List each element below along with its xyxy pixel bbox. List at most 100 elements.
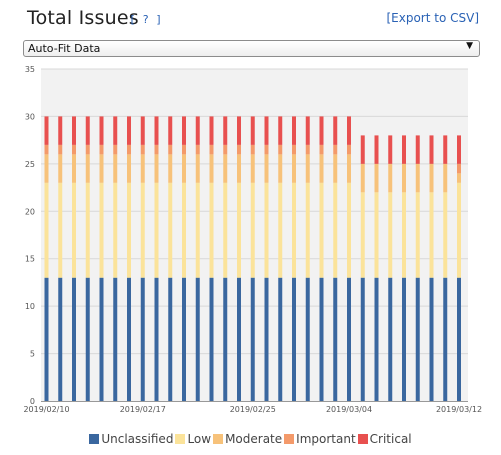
bar-segment-critical [429, 135, 434, 164]
y-tick-label: 5 [30, 350, 35, 359]
bar-segment-unclassified [415, 277, 420, 401]
bar-segment-moderate [250, 154, 255, 183]
legend-swatch [213, 434, 224, 444]
x-tick-label: 2019/02/10 [23, 405, 69, 414]
bar-segment-critical [264, 116, 269, 145]
legend-swatch [175, 434, 186, 444]
bar-segment-low [264, 182, 269, 278]
bar-segment-unclassified [168, 277, 173, 401]
bar-segment-moderate [415, 163, 420, 193]
bar-segment-moderate [99, 154, 104, 183]
bar-segment-moderate [58, 154, 63, 183]
bar-segment-unclassified [443, 277, 448, 401]
bar-segment-unclassified [319, 277, 324, 401]
bar-segment-important [347, 144, 351, 155]
x-tick-label: 2019/02/25 [230, 405, 276, 414]
bar-segment-critical [443, 135, 448, 164]
bar-segment-critical [182, 116, 186, 145]
bar-segment-unclassified [374, 277, 379, 401]
bar-segment-unclassified [113, 277, 118, 401]
bar-segment-critical [168, 116, 173, 145]
legend-item-important[interactable]: Important [284, 432, 356, 446]
bar-segment-critical [333, 116, 338, 145]
bar-segment-important [127, 144, 131, 155]
bar-segment-low [360, 192, 365, 278]
bar-segment-important [140, 144, 145, 155]
bar-segment-important [44, 144, 49, 155]
bar-segment-critical [99, 116, 104, 145]
bar-segment-low [250, 182, 255, 278]
bar-segment-unclassified [402, 277, 406, 401]
legend-item-low[interactable]: Low [175, 432, 211, 446]
legend-item-moderate[interactable]: Moderate [213, 432, 282, 446]
bar-segment-critical [457, 135, 461, 164]
bar-segment-critical [209, 116, 214, 145]
bar-segment-important [154, 144, 159, 155]
bar-segment-critical [374, 135, 379, 164]
y-tick-label: 10 [25, 302, 35, 311]
bar-segment-unclassified [429, 277, 434, 401]
bar-segment-low [44, 182, 49, 278]
bar-segment-low [127, 182, 131, 278]
bar-segment-low [347, 182, 351, 278]
bar-segment-moderate [360, 163, 365, 193]
bar-segment-low [415, 192, 420, 278]
bar-segment-critical [113, 116, 118, 145]
bar-segment-moderate [333, 154, 338, 183]
y-tick-label: 30 [25, 112, 35, 121]
bar-segment-important [58, 144, 63, 155]
bar-segment-critical [127, 116, 131, 145]
legend-item-critical[interactable]: Critical [357, 432, 412, 446]
bar-segment-unclassified [195, 277, 200, 401]
bar-segment-moderate [457, 173, 461, 183]
bar-segment-low [457, 182, 461, 278]
bar-segment-moderate [278, 154, 283, 183]
bar-segment-unclassified [72, 277, 76, 401]
bar-segment-unclassified [388, 277, 393, 401]
bar-segment-critical [58, 116, 63, 145]
fit-mode-select[interactable]: Auto-Fit Data ▼ [23, 40, 480, 57]
bar-segment-low [182, 182, 186, 278]
bar-segment-important [333, 144, 338, 155]
bar-segment-important [305, 144, 310, 155]
y-tick-label: 35 [25, 65, 35, 74]
y-tick-label: 0 [30, 397, 35, 406]
bar-segment-moderate [388, 163, 393, 193]
bar-segment-critical [388, 135, 393, 164]
bar-segment-low [209, 182, 214, 278]
help-link[interactable]: [ ? ] [129, 13, 163, 26]
bar-segment-important [278, 144, 283, 155]
bar-segment-important [195, 144, 200, 155]
bar-segment-moderate [168, 154, 173, 183]
legend-label: Important [296, 432, 356, 446]
bar-segment-important [209, 144, 214, 155]
bar-segment-low [374, 192, 379, 278]
bar-segment-low [305, 182, 310, 278]
legend-item-unclassified[interactable]: Unclassified [89, 432, 173, 446]
y-tick-label: 15 [25, 255, 35, 264]
bar-segment-unclassified [85, 277, 90, 401]
x-tick-label: 2019/03/04 [326, 405, 372, 414]
legend-label: Unclassified [101, 432, 174, 446]
bar-segment-unclassified [127, 277, 131, 401]
bar-segment-important [182, 144, 186, 155]
page-title: Total Issues [27, 7, 139, 29]
bar-segment-important [319, 144, 324, 155]
bar-segment-moderate [72, 154, 76, 183]
bar-segment-low [429, 192, 434, 278]
bar-segment-unclassified [360, 277, 365, 401]
bar-segment-moderate [305, 154, 310, 183]
bar-segment-critical [292, 116, 296, 145]
bar-segment-low [154, 182, 159, 278]
export-csv-link[interactable]: [Export to CSV] [386, 11, 479, 25]
bar-segment-moderate [319, 154, 324, 183]
bar-segment-low [113, 182, 118, 278]
bar-segment-critical [154, 116, 159, 145]
bar-segment-unclassified [457, 277, 461, 401]
bar-segment-critical [360, 135, 365, 164]
bar-segment-important [264, 144, 269, 155]
bar-segment-low [319, 182, 324, 278]
bar-segment-moderate [374, 163, 379, 193]
bar-segment-moderate [292, 154, 296, 183]
legend-swatch [284, 434, 295, 444]
